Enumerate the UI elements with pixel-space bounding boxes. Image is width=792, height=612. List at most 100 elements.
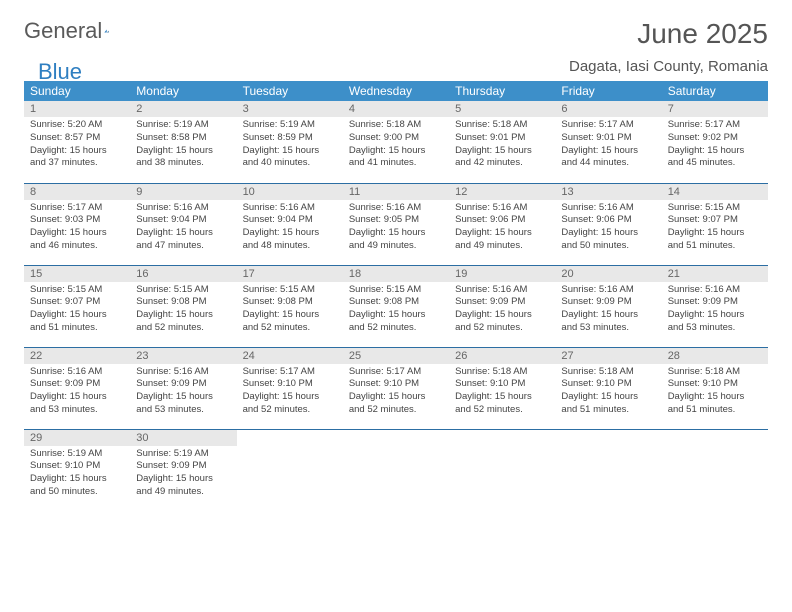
day-number: 3 xyxy=(237,101,343,117)
calendar-week-row: 1Sunrise: 5:20 AMSunset: 8:57 PMDaylight… xyxy=(24,101,768,183)
calendar-day-cell: 11Sunrise: 5:16 AMSunset: 9:05 PMDayligh… xyxy=(343,183,449,265)
calendar-day-cell: 25Sunrise: 5:17 AMSunset: 9:10 PMDayligh… xyxy=(343,347,449,429)
day-info: Sunrise: 5:16 AMSunset: 9:09 PMDaylight:… xyxy=(449,282,555,339)
logo: General xyxy=(24,18,132,44)
calendar-day-cell xyxy=(662,429,768,511)
calendar-day-cell: 21Sunrise: 5:16 AMSunset: 9:09 PMDayligh… xyxy=(662,265,768,347)
day-number: 20 xyxy=(555,266,661,282)
day-number: 15 xyxy=(24,266,130,282)
weekday-header-row: SundayMondayTuesdayWednesdayThursdayFrid… xyxy=(24,81,768,101)
day-number: 7 xyxy=(662,101,768,117)
calendar-week-row: 29Sunrise: 5:19 AMSunset: 9:10 PMDayligh… xyxy=(24,429,768,511)
day-info: Sunrise: 5:16 AMSunset: 9:09 PMDaylight:… xyxy=(555,282,661,339)
calendar-week-row: 15Sunrise: 5:15 AMSunset: 9:07 PMDayligh… xyxy=(24,265,768,347)
day-info: Sunrise: 5:15 AMSunset: 9:07 PMDaylight:… xyxy=(24,282,130,339)
day-number: 22 xyxy=(24,348,130,364)
day-info: Sunrise: 5:15 AMSunset: 9:08 PMDaylight:… xyxy=(237,282,343,339)
calendar-day-cell xyxy=(237,429,343,511)
day-info: Sunrise: 5:18 AMSunset: 9:00 PMDaylight:… xyxy=(343,117,449,174)
day-info: Sunrise: 5:18 AMSunset: 9:10 PMDaylight:… xyxy=(555,364,661,421)
day-info: Sunrise: 5:15 AMSunset: 9:08 PMDaylight:… xyxy=(130,282,236,339)
day-info: Sunrise: 5:15 AMSunset: 9:07 PMDaylight:… xyxy=(662,200,768,257)
day-number: 29 xyxy=(24,430,130,446)
calendar-day-cell xyxy=(449,429,555,511)
day-info: Sunrise: 5:17 AMSunset: 9:10 PMDaylight:… xyxy=(237,364,343,421)
calendar-day-cell: 6Sunrise: 5:17 AMSunset: 9:01 PMDaylight… xyxy=(555,101,661,183)
day-number: 14 xyxy=(662,184,768,200)
day-number: 9 xyxy=(130,184,236,200)
day-number: 2 xyxy=(130,101,236,117)
day-number: 21 xyxy=(662,266,768,282)
calendar-day-cell: 17Sunrise: 5:15 AMSunset: 9:08 PMDayligh… xyxy=(237,265,343,347)
calendar-day-cell: 16Sunrise: 5:15 AMSunset: 9:08 PMDayligh… xyxy=(130,265,236,347)
calendar-day-cell: 15Sunrise: 5:15 AMSunset: 9:07 PMDayligh… xyxy=(24,265,130,347)
day-info: Sunrise: 5:20 AMSunset: 8:57 PMDaylight:… xyxy=(24,117,130,174)
location: Dagata, Iasi County, Romania xyxy=(569,58,768,75)
day-info: Sunrise: 5:18 AMSunset: 9:10 PMDaylight:… xyxy=(662,364,768,421)
day-number: 11 xyxy=(343,184,449,200)
month-title: June 2025 xyxy=(569,18,768,50)
weekday-header: Thursday xyxy=(449,81,555,101)
calendar-day-cell: 8Sunrise: 5:17 AMSunset: 9:03 PMDaylight… xyxy=(24,183,130,265)
day-number: 6 xyxy=(555,101,661,117)
day-number: 19 xyxy=(449,266,555,282)
calendar-day-cell: 30Sunrise: 5:19 AMSunset: 9:09 PMDayligh… xyxy=(130,429,236,511)
weekday-header: Tuesday xyxy=(237,81,343,101)
day-number: 8 xyxy=(24,184,130,200)
calendar-day-cell: 3Sunrise: 5:19 AMSunset: 8:59 PMDaylight… xyxy=(237,101,343,183)
day-info: Sunrise: 5:19 AMSunset: 9:10 PMDaylight:… xyxy=(24,446,130,503)
weekday-header: Wednesday xyxy=(343,81,449,101)
day-number: 26 xyxy=(449,348,555,364)
day-number: 23 xyxy=(130,348,236,364)
day-info: Sunrise: 5:16 AMSunset: 9:04 PMDaylight:… xyxy=(237,200,343,257)
calendar-day-cell: 10Sunrise: 5:16 AMSunset: 9:04 PMDayligh… xyxy=(237,183,343,265)
day-info: Sunrise: 5:17 AMSunset: 9:01 PMDaylight:… xyxy=(555,117,661,174)
calendar-day-cell: 18Sunrise: 5:15 AMSunset: 9:08 PMDayligh… xyxy=(343,265,449,347)
day-number: 1 xyxy=(24,101,130,117)
weekday-header: Saturday xyxy=(662,81,768,101)
day-info: Sunrise: 5:17 AMSunset: 9:02 PMDaylight:… xyxy=(662,117,768,174)
day-number: 10 xyxy=(237,184,343,200)
day-info: Sunrise: 5:16 AMSunset: 9:05 PMDaylight:… xyxy=(343,200,449,257)
calendar-day-cell: 4Sunrise: 5:18 AMSunset: 9:00 PMDaylight… xyxy=(343,101,449,183)
day-number: 4 xyxy=(343,101,449,117)
calendar-day-cell: 5Sunrise: 5:18 AMSunset: 9:01 PMDaylight… xyxy=(449,101,555,183)
day-number: 30 xyxy=(130,430,236,446)
calendar-day-cell: 23Sunrise: 5:16 AMSunset: 9:09 PMDayligh… xyxy=(130,347,236,429)
logo-sail-icon xyxy=(104,21,109,41)
day-number: 25 xyxy=(343,348,449,364)
calendar-day-cell: 1Sunrise: 5:20 AMSunset: 8:57 PMDaylight… xyxy=(24,101,130,183)
day-number: 13 xyxy=(555,184,661,200)
day-info: Sunrise: 5:16 AMSunset: 9:09 PMDaylight:… xyxy=(130,364,236,421)
calendar-day-cell: 12Sunrise: 5:16 AMSunset: 9:06 PMDayligh… xyxy=(449,183,555,265)
calendar-day-cell: 26Sunrise: 5:18 AMSunset: 9:10 PMDayligh… xyxy=(449,347,555,429)
day-info: Sunrise: 5:17 AMSunset: 9:03 PMDaylight:… xyxy=(24,200,130,257)
calendar-day-cell: 14Sunrise: 5:15 AMSunset: 9:07 PMDayligh… xyxy=(662,183,768,265)
calendar-day-cell: 19Sunrise: 5:16 AMSunset: 9:09 PMDayligh… xyxy=(449,265,555,347)
logo-text-gray: General xyxy=(24,18,102,44)
calendar-week-row: 22Sunrise: 5:16 AMSunset: 9:09 PMDayligh… xyxy=(24,347,768,429)
calendar-day-cell: 28Sunrise: 5:18 AMSunset: 9:10 PMDayligh… xyxy=(662,347,768,429)
day-info: Sunrise: 5:18 AMSunset: 9:10 PMDaylight:… xyxy=(449,364,555,421)
day-info: Sunrise: 5:16 AMSunset: 9:06 PMDaylight:… xyxy=(449,200,555,257)
header: General June 2025 Dagata, Iasi County, R… xyxy=(24,18,768,75)
calendar-day-cell: 7Sunrise: 5:17 AMSunset: 9:02 PMDaylight… xyxy=(662,101,768,183)
calendar-day-cell xyxy=(343,429,449,511)
day-number: 28 xyxy=(662,348,768,364)
calendar-day-cell: 9Sunrise: 5:16 AMSunset: 9:04 PMDaylight… xyxy=(130,183,236,265)
day-info: Sunrise: 5:18 AMSunset: 9:01 PMDaylight:… xyxy=(449,117,555,174)
day-number: 12 xyxy=(449,184,555,200)
day-number: 24 xyxy=(237,348,343,364)
calendar-day-cell xyxy=(555,429,661,511)
day-number: 5 xyxy=(449,101,555,117)
calendar-week-row: 8Sunrise: 5:17 AMSunset: 9:03 PMDaylight… xyxy=(24,183,768,265)
weekday-header: Monday xyxy=(130,81,236,101)
day-number: 27 xyxy=(555,348,661,364)
calendar-day-cell: 24Sunrise: 5:17 AMSunset: 9:10 PMDayligh… xyxy=(237,347,343,429)
day-info: Sunrise: 5:16 AMSunset: 9:09 PMDaylight:… xyxy=(24,364,130,421)
day-info: Sunrise: 5:17 AMSunset: 9:10 PMDaylight:… xyxy=(343,364,449,421)
calendar-day-cell: 2Sunrise: 5:19 AMSunset: 8:58 PMDaylight… xyxy=(130,101,236,183)
day-info: Sunrise: 5:19 AMSunset: 9:09 PMDaylight:… xyxy=(130,446,236,503)
day-info: Sunrise: 5:15 AMSunset: 9:08 PMDaylight:… xyxy=(343,282,449,339)
day-info: Sunrise: 5:19 AMSunset: 8:59 PMDaylight:… xyxy=(237,117,343,174)
